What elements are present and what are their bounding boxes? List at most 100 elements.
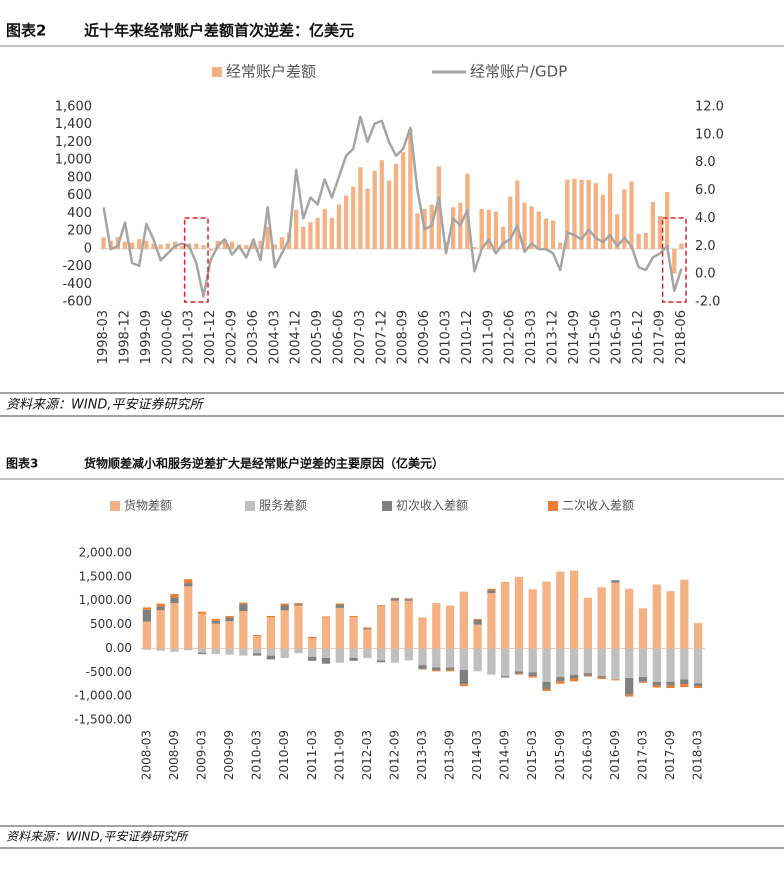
bar-segment: [693, 648, 703, 684]
bar: [636, 233, 641, 249]
figure-label: 图表3: [6, 456, 38, 471]
bar-segment: [445, 605, 455, 649]
x-tick-label: 2000-06: [160, 310, 175, 364]
bar: [336, 204, 342, 249]
x-tick-label: 2015-03: [525, 730, 539, 780]
x-tick-label: 2007-12: [374, 310, 389, 364]
x-tick-label: 2013-03: [415, 730, 429, 780]
x-tick-label: 2017-09: [663, 730, 677, 780]
legend-label: 初次收入差额: [396, 499, 468, 513]
legend-swatch: [548, 501, 558, 511]
x-tick-label: 2010-09: [277, 730, 291, 780]
bar-segment: [280, 603, 289, 606]
legend-label: 经常账户差额: [226, 63, 316, 81]
bar-segment: [569, 648, 579, 675]
bar-segment: [501, 582, 510, 649]
bar-segment: [363, 629, 372, 649]
bar: [479, 208, 484, 249]
x-tick-label: 2004-12: [289, 310, 304, 364]
bar-segment: [542, 681, 551, 689]
x-tick-label: 2012-03: [360, 730, 374, 780]
bar-segment: [184, 583, 193, 587]
bar-segment: [170, 603, 179, 649]
bar-segment: [528, 589, 537, 649]
bar-segment: [459, 669, 468, 685]
bar-segment: [390, 600, 400, 649]
x-tick-label: 1998-12: [117, 310, 132, 364]
x-tick-label: 2008-09: [396, 310, 411, 364]
bar-segment: [638, 677, 648, 682]
y2-tick-label: 8.0: [695, 155, 716, 170]
bar: [179, 246, 185, 249]
x-tick-label: 2012-09: [387, 730, 401, 780]
bar-segment: [473, 624, 482, 649]
bar-segment: [638, 608, 648, 649]
bar-segment: [556, 677, 565, 682]
bar: [665, 192, 670, 249]
y-tick-label: 0: [84, 241, 92, 256]
bar: [679, 243, 684, 249]
bar-segment: [239, 604, 248, 612]
bar-segment: [666, 681, 675, 686]
bar-segment: [349, 616, 358, 649]
bar-segment: [445, 667, 455, 670]
bar: [607, 173, 613, 249]
y-tick-label: 800: [67, 170, 92, 185]
bar-segment: [583, 675, 592, 677]
bar-segment: [335, 648, 344, 663]
y-tick-label: 1,000.00: [79, 593, 132, 607]
bar-segment: [335, 605, 344, 608]
bar-segment: [349, 648, 358, 658]
bar-segment: [432, 667, 441, 671]
bar: [129, 242, 135, 249]
bar: [415, 213, 420, 249]
bar-segment: [184, 586, 193, 649]
bar-segment: [142, 648, 152, 650]
legend-label: 服务差额: [259, 498, 307, 513]
bar-segment: [459, 684, 468, 687]
y-tick-label: -400: [62, 277, 92, 292]
bar: [543, 218, 549, 249]
bar-segment: [156, 610, 165, 649]
bar-segment: [142, 621, 152, 649]
x-tick-label: 2007-03: [353, 310, 368, 364]
bar: [144, 240, 149, 249]
x-tick-label: 2010-03: [250, 730, 264, 780]
x-tick-label: 2016-03: [610, 310, 625, 364]
bar-segment: [170, 594, 179, 598]
bar: [244, 245, 249, 249]
bar-segment: [308, 648, 317, 658]
x-tick-label: 2011-03: [305, 730, 319, 780]
bar-segment: [487, 590, 496, 594]
bar: [622, 189, 627, 249]
x-tick-label: 2002-09: [224, 310, 239, 364]
y2-tick-label: 0.0: [695, 267, 716, 282]
bar-segment: [156, 606, 165, 611]
bar: [643, 232, 648, 249]
bar-segment: [211, 620, 220, 624]
y2-tick-label: 6.0: [695, 183, 716, 198]
x-tick-label: 2008-03: [139, 730, 153, 780]
bar-segment: [542, 648, 551, 682]
bar-segment: [321, 617, 331, 649]
bar-segment: [556, 681, 565, 684]
bar-segment: [280, 610, 289, 649]
y-tick-label: 1,000: [55, 153, 92, 168]
x-tick-label: 2011-09: [481, 310, 496, 364]
bar-segment: [377, 605, 386, 649]
legend-swatch: [212, 67, 222, 77]
y-tick-label: 600: [67, 188, 92, 203]
bar: [158, 244, 163, 249]
y-tick-label: -200: [62, 259, 92, 274]
bar-segment: [404, 599, 413, 601]
bar-segment: [390, 598, 400, 601]
bar: [229, 241, 235, 249]
bar-segment: [583, 648, 592, 674]
figure-label: 图表2: [6, 22, 46, 40]
bar-segment: [294, 603, 303, 605]
bar-segment: [569, 674, 579, 679]
bar-segment: [211, 623, 220, 649]
bar-segment: [266, 615, 276, 618]
bar: [515, 180, 520, 249]
legend-label: 二次收入差额: [562, 499, 634, 513]
